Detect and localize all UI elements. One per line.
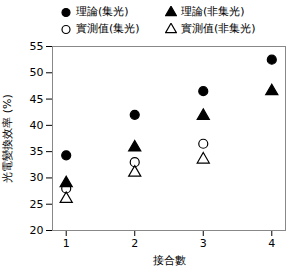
svg-text:40: 40 bbox=[30, 119, 44, 132]
svg-text:25: 25 bbox=[30, 198, 44, 211]
svg-text:光電變換效率 (%): 光電變換效率 (%) bbox=[1, 94, 14, 183]
html-text:理論(集光): 理論(集光) bbox=[76, 5, 129, 18]
svg-text:50: 50 bbox=[30, 66, 44, 79]
svg-text:接合數: 接合數 bbox=[153, 254, 186, 266]
svg-text:45: 45 bbox=[30, 93, 44, 106]
svg-text:35: 35 bbox=[30, 145, 44, 158]
html-text:實測值(非集光): 實測值(非集光) bbox=[181, 22, 256, 35]
html-text:實測值(集光): 實測值(集光) bbox=[76, 22, 140, 35]
svg-text:2: 2 bbox=[131, 237, 138, 250]
html-text:理論(非集光): 理論(非集光) bbox=[181, 5, 245, 18]
svg-text:3: 3 bbox=[200, 237, 207, 250]
svg-text:55: 55 bbox=[30, 40, 44, 53]
svg-text:4: 4 bbox=[268, 237, 275, 250]
svg-text:1: 1 bbox=[63, 237, 70, 250]
svg-text:30: 30 bbox=[30, 171, 44, 184]
svg-text:20: 20 bbox=[30, 224, 44, 237]
